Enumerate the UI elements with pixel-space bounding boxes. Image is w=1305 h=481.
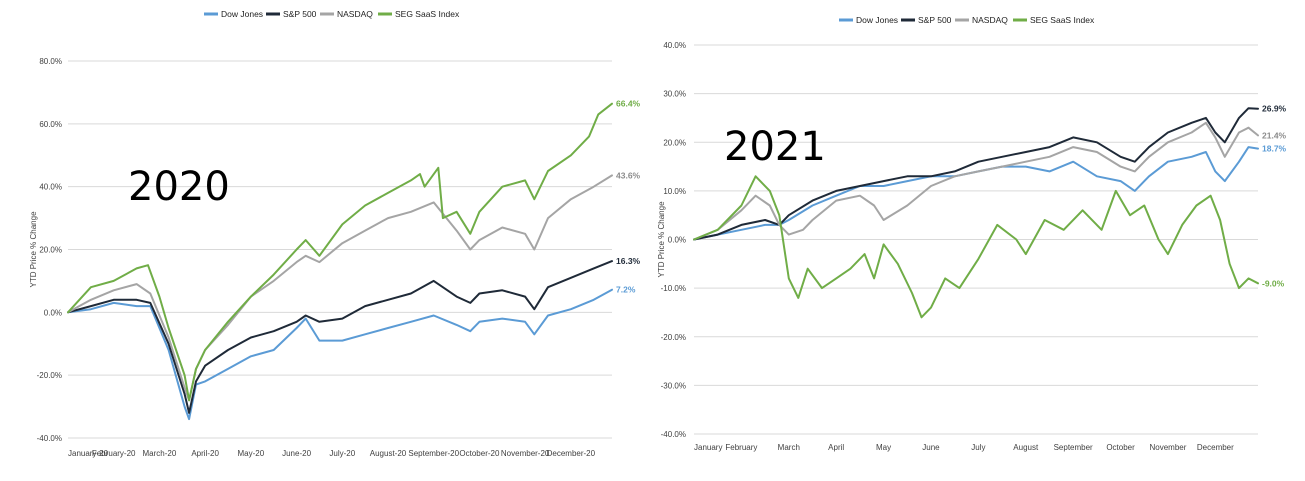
y-tick-label: -30.0%: [661, 381, 686, 390]
series-line-seg-saas-index: [693, 175, 1259, 319]
legend-label: Dow Jones: [856, 15, 898, 25]
x-tick-label: June: [922, 443, 940, 452]
legend-label: S&P 500: [918, 15, 952, 25]
chart-2021: -40.0% -30.0% -20.0% -10.0% 0.0% 10.0% 20.0% 30…: [652, 0, 1305, 481]
x-tick-label: May-20: [238, 449, 265, 458]
x-tick-label: October: [1106, 443, 1135, 452]
y-tick-label: 60.0%: [39, 120, 62, 129]
series-line-nasdaq: [67, 174, 613, 402]
x-tick-label: November: [1149, 443, 1186, 452]
x-tick-label: March-20: [143, 449, 177, 458]
series-line-s-p-500: [693, 107, 1259, 241]
y-tick-label: 0.0%: [44, 308, 62, 317]
x-tick-label: February: [725, 443, 757, 452]
y-axis-label: YTD Price % Change: [657, 201, 666, 278]
legend-label: Dow Jones: [221, 9, 263, 19]
y-axis-label: YTD Price % Change: [29, 211, 38, 288]
x-tick-label: January: [694, 443, 722, 452]
year-annotation: 2021: [724, 124, 826, 170]
end-value-label: 21.4%: [1262, 130, 1287, 140]
year-annotation: 2020: [128, 164, 230, 210]
chart-2020: -40.0% -20.0% 0.0% 20.0% 40.0% 60.0% 80.0% Janu…: [0, 0, 640, 481]
legend-label: NASDAQ: [972, 15, 1008, 25]
x-tick-label: December-20: [547, 449, 596, 458]
end-value-label: 18.7%: [1262, 144, 1287, 154]
series-line-dow-jones: [693, 146, 1259, 241]
y-tick-label: -40.0%: [661, 430, 686, 439]
x-tick-label: December: [1197, 443, 1234, 452]
legend-label: SEG SaaS Index: [395, 9, 460, 19]
legend-label: SEG SaaS Index: [1030, 15, 1095, 25]
end-value-label: 16.3%: [616, 256, 640, 266]
series-line-dow-jones: [67, 288, 613, 421]
y-tick-label: -20.0%: [661, 333, 686, 342]
x-tick-label: June-20: [282, 449, 311, 458]
y-tick-label: 0.0%: [668, 236, 686, 245]
x-tick-label: February-20: [92, 449, 136, 458]
y-tick-label: -20.0%: [37, 371, 62, 380]
x-tick-label: April-20: [191, 449, 219, 458]
end-value-label: 26.9%: [1262, 104, 1287, 114]
x-tick-label: July: [971, 443, 985, 452]
y-tick-label: 40.0%: [39, 183, 62, 192]
end-value-label: 7.2%: [616, 285, 636, 295]
x-tick-label: March: [778, 443, 800, 452]
x-tick-label: September: [1054, 443, 1093, 452]
x-tick-label: July-20: [329, 449, 355, 458]
end-value-label: -9.0%: [1262, 278, 1285, 288]
y-tick-label: 30.0%: [663, 90, 686, 99]
x-tick-label: September-20: [408, 449, 459, 458]
end-value-label: 43.6%: [616, 170, 640, 180]
series-line-seg-saas-index: [67, 102, 613, 402]
x-tick-label: August-20: [370, 449, 407, 458]
y-tick-label: 80.0%: [39, 57, 62, 66]
legend-label: S&P 500: [283, 9, 317, 19]
x-tick-label: April: [828, 443, 844, 452]
y-tick-label: -10.0%: [661, 284, 686, 293]
y-tick-label: 20.0%: [39, 246, 62, 255]
x-tick-label: May: [876, 443, 891, 452]
x-tick-label: October-20: [459, 449, 500, 458]
series-line-nasdaq: [693, 121, 1259, 241]
chart-2020-svg: -40.0% -20.0% 0.0% 20.0% 40.0% 60.0% 80.0% Janu…: [29, 9, 640, 458]
y-tick-label: 40.0%: [663, 41, 686, 50]
chart-2021-svg: -40.0% -30.0% -20.0% -10.0% 0.0% 10.0% 20.0% 30…: [657, 15, 1287, 452]
x-tick-label: November-20: [501, 449, 550, 458]
y-tick-label: 20.0%: [663, 138, 686, 147]
series-line-s-p-500: [67, 260, 613, 414]
end-value-label: 66.4%: [616, 99, 640, 109]
legend-label: NASDAQ: [337, 9, 373, 19]
x-tick-label: January-20: [68, 449, 109, 458]
y-tick-label: 10.0%: [663, 187, 686, 196]
x-tick-label: August: [1013, 443, 1039, 452]
y-tick-label: -40.0%: [37, 434, 62, 443]
